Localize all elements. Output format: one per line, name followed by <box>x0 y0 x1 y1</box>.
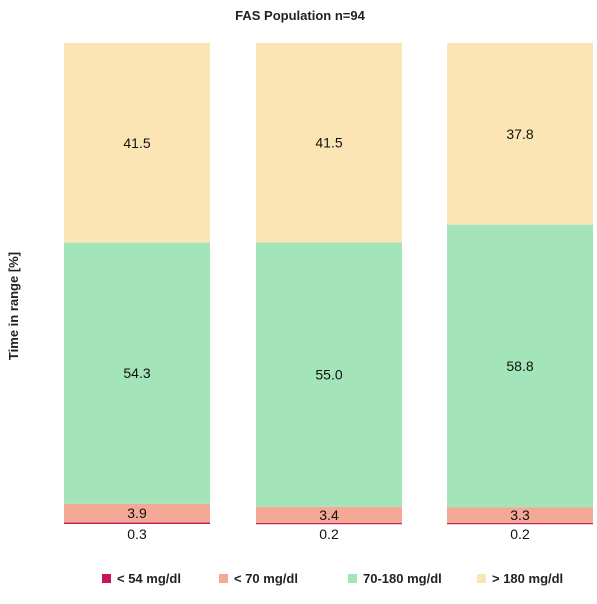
bar-segment-2-2 <box>256 506 402 524</box>
below-label-1-2: 0.2 <box>319 526 339 542</box>
bar-segment-2-3 <box>447 507 593 524</box>
legend-swatch-2 <box>219 574 228 583</box>
segment-label-3-1: 54.3 <box>123 365 150 381</box>
bar-segment-1-2 <box>256 523 402 525</box>
legend-swatch-4 <box>477 574 486 583</box>
below-label-1-1: 0.3 <box>127 526 147 542</box>
legend-swatch-1 <box>102 574 111 583</box>
bar-segment-3-1 <box>64 242 210 504</box>
legend-label-4: > 180 mg/dl <box>492 571 563 586</box>
segment-label-3-3: 58.8 <box>506 358 533 374</box>
bar-segment-1-3 <box>447 523 593 525</box>
below-label-1-3: 0.2 <box>510 526 530 542</box>
legend-swatch-3 <box>348 574 357 583</box>
bar-segment-1-1 <box>64 522 210 524</box>
y-axis-label: Time in range [%] <box>6 252 21 360</box>
bar-segment-4-1 <box>64 43 210 243</box>
segment-label-2-1: 3.9 <box>127 505 147 521</box>
bar-segment-2-1 <box>64 503 210 523</box>
segment-label-4-2: 41.5 <box>315 135 342 151</box>
legend-label-2: < 70 mg/dl <box>234 571 298 586</box>
bar-segment-4-3 <box>447 43 593 225</box>
chart-title: FAS Population n=94 <box>235 8 365 23</box>
segment-label-2-2: 3.4 <box>319 507 339 523</box>
bar-segment-3-3 <box>447 224 593 508</box>
segment-label-4-1: 41.5 <box>123 135 150 151</box>
bar-segment-3-2 <box>256 242 402 507</box>
legend-label-1: < 54 mg/dl <box>117 571 181 586</box>
segment-label-3-2: 55.0 <box>315 367 342 383</box>
legend-label-3: 70-180 mg/dl <box>363 571 442 586</box>
bars-group: 0.3 0.2 0.2 3.9 3.4 3.3 54.3 55.0 58.8 41.5 41.5 37… <box>64 43 593 542</box>
legend: < 54 mg/dl < 70 mg/dl 70-180 mg/dl > 180 mg… <box>102 571 563 586</box>
segment-label-2-3: 3.3 <box>510 507 530 523</box>
bar-segment-4-2 <box>256 43 402 243</box>
segment-label-4-3: 37.8 <box>506 126 533 142</box>
